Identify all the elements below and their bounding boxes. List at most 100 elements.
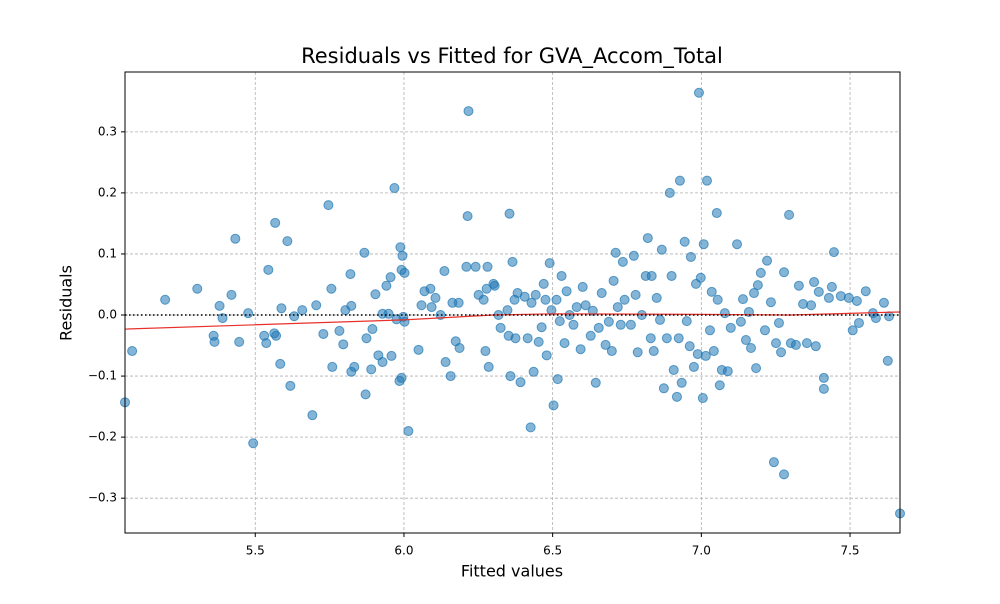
point	[270, 217, 281, 228]
point	[559, 338, 570, 349]
point	[673, 333, 684, 344]
point	[615, 319, 626, 330]
point	[818, 372, 829, 383]
point	[732, 239, 743, 250]
point	[359, 247, 370, 258]
point	[809, 277, 820, 288]
x-tick-label: 6.0	[394, 544, 413, 558]
point	[773, 317, 784, 328]
plot-frame	[124, 71, 901, 534]
point	[439, 266, 450, 277]
point	[681, 316, 692, 327]
point	[628, 250, 639, 261]
y-tick-label: 0.2	[98, 185, 117, 199]
point	[790, 339, 801, 350]
point	[366, 364, 377, 375]
point	[770, 338, 781, 349]
point	[346, 300, 357, 311]
point	[502, 305, 513, 316]
point	[810, 341, 821, 352]
point	[587, 305, 598, 316]
point	[234, 336, 245, 347]
y-axis-label: Residuals	[57, 265, 76, 341]
point	[860, 286, 871, 297]
point	[711, 208, 722, 219]
point	[489, 280, 500, 291]
point	[685, 252, 696, 263]
point	[399, 267, 410, 278]
point	[276, 303, 287, 314]
point	[552, 374, 563, 385]
point	[740, 335, 751, 346]
point	[704, 325, 715, 336]
point	[551, 294, 562, 305]
point	[575, 344, 586, 355]
point	[679, 236, 690, 247]
point	[307, 410, 318, 421]
point	[209, 336, 220, 347]
point	[619, 294, 630, 305]
point	[480, 346, 491, 357]
point	[510, 333, 521, 344]
point	[651, 292, 662, 303]
point	[528, 366, 539, 377]
point	[813, 286, 824, 297]
point	[632, 347, 643, 358]
point	[688, 361, 699, 372]
point	[684, 341, 695, 352]
point	[706, 286, 717, 297]
point	[708, 346, 719, 357]
point	[870, 313, 881, 324]
y-tick-label: 0.1	[98, 246, 117, 260]
point	[580, 300, 591, 311]
point	[192, 283, 203, 294]
point	[608, 275, 619, 286]
x-axis-label: Fitted values	[461, 562, 563, 581]
point	[381, 280, 392, 291]
point	[478, 294, 489, 305]
point	[784, 209, 795, 220]
point	[544, 258, 555, 269]
point	[692, 349, 703, 360]
point	[349, 361, 360, 372]
point	[397, 250, 408, 261]
point	[505, 371, 516, 382]
point	[263, 264, 274, 275]
point	[596, 288, 607, 299]
point	[648, 346, 659, 357]
point	[606, 346, 617, 357]
point	[230, 233, 241, 244]
point	[561, 286, 572, 297]
point	[768, 457, 779, 468]
point	[600, 339, 611, 350]
point	[338, 339, 349, 350]
y-tick-label: −0.2	[88, 430, 117, 444]
point	[425, 283, 436, 294]
point	[507, 256, 518, 267]
point	[127, 346, 138, 357]
point	[712, 294, 723, 305]
y-tick-label: −0.1	[88, 369, 117, 383]
point	[399, 316, 410, 327]
point	[538, 278, 549, 289]
point	[751, 363, 762, 374]
point	[483, 361, 494, 372]
point	[776, 347, 787, 358]
point	[463, 106, 474, 117]
point	[698, 239, 709, 250]
point	[798, 299, 809, 310]
point	[593, 322, 604, 333]
point	[445, 371, 456, 382]
point	[403, 426, 414, 437]
point	[701, 175, 712, 186]
point	[755, 267, 766, 278]
point	[719, 308, 730, 319]
y-tick-label: −0.3	[88, 491, 117, 505]
point	[568, 319, 579, 330]
point	[504, 208, 515, 219]
point	[519, 291, 530, 302]
point	[806, 300, 817, 311]
point	[779, 469, 790, 480]
point	[426, 302, 437, 313]
